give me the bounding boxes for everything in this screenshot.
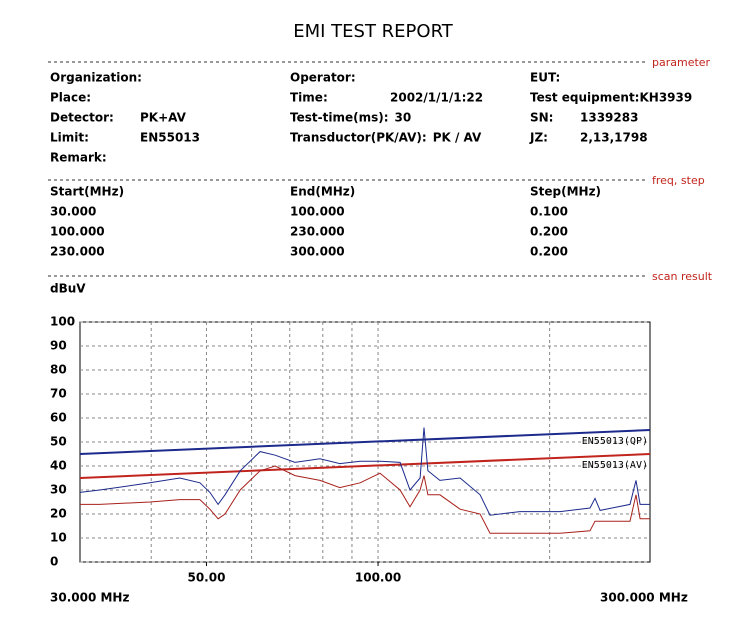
param-value: PK+AV — [140, 111, 187, 125]
section-label: parameter — [652, 56, 711, 69]
param-label: SN: — [530, 111, 553, 125]
param-label: Detector: — [50, 111, 114, 125]
y-tick-label: 80 — [50, 363, 67, 377]
table-cell: 0.200 — [530, 245, 568, 259]
param-label: Remark: — [50, 151, 107, 165]
x-tick-label: 100.00 — [355, 571, 401, 585]
report-title: EMI TEST REPORT — [293, 21, 454, 42]
section-label: scan result — [652, 270, 713, 283]
table-header: End(MHz) — [290, 185, 355, 199]
param-label: Test equipment:KH3939 — [530, 91, 692, 105]
y-tick-label: 40 — [50, 459, 67, 473]
y-tick-label: 100 — [50, 315, 75, 329]
table-cell: 0.100 — [530, 205, 568, 219]
param-value: 2,13,1798 — [580, 131, 648, 145]
param-value: 1339283 — [580, 111, 638, 125]
param-label: Place: — [50, 91, 91, 105]
table-header: Start(MHz) — [50, 185, 124, 199]
table-cell: 100.000 — [290, 205, 345, 219]
table-cell: 0.200 — [530, 225, 568, 239]
table-cell: 300.000 — [290, 245, 345, 259]
legend-label: EN55013(AV) — [582, 460, 648, 471]
trace — [79, 427, 650, 516]
y-tick-label: 30 — [50, 483, 67, 497]
limit-line — [79, 429, 651, 455]
param-label: Operator: — [290, 71, 356, 85]
y-tick-label: 20 — [50, 507, 67, 521]
section-label: freq, step — [652, 174, 705, 187]
param-label: Time: — [290, 91, 328, 105]
table-cell: 230.000 — [50, 245, 105, 259]
table-cell: 100.000 — [50, 225, 105, 239]
param-value: EN55013 — [140, 131, 200, 145]
param-value: 2002/1/1/1:22 — [390, 91, 483, 105]
y-tick-label: 90 — [50, 339, 67, 353]
param-label: Transductor(PK/AV): — [290, 131, 427, 145]
param-value: PK / AV — [433, 131, 482, 145]
table-header: Step(MHz) — [530, 185, 601, 199]
y-tick-label: 0 — [50, 555, 58, 569]
y-axis-label: dBuV — [50, 282, 86, 296]
y-tick-label: 60 — [50, 411, 67, 425]
x-tick-label: 50.00 — [187, 571, 225, 585]
y-tick-label: 50 — [50, 435, 67, 449]
param-value: 30 — [395, 111, 412, 125]
param-label: Limit: — [50, 131, 89, 145]
param-label: Organization: — [50, 71, 142, 85]
x-start-label: 30.000 MHz — [50, 591, 129, 605]
limit-line — [79, 453, 651, 479]
param-label: EUT: — [530, 71, 560, 85]
x-end-label: 300.000 MHz — [600, 591, 688, 605]
trace — [80, 465, 650, 534]
legend-label: EN55013(QP) — [582, 436, 648, 447]
param-label: JZ: — [529, 131, 548, 145]
table-cell: 230.000 — [290, 225, 345, 239]
table-cell: 30.000 — [50, 205, 96, 219]
param-label: Test-time(ms): — [290, 111, 389, 125]
y-tick-label: 10 — [50, 531, 67, 545]
y-tick-label: 70 — [50, 387, 67, 401]
